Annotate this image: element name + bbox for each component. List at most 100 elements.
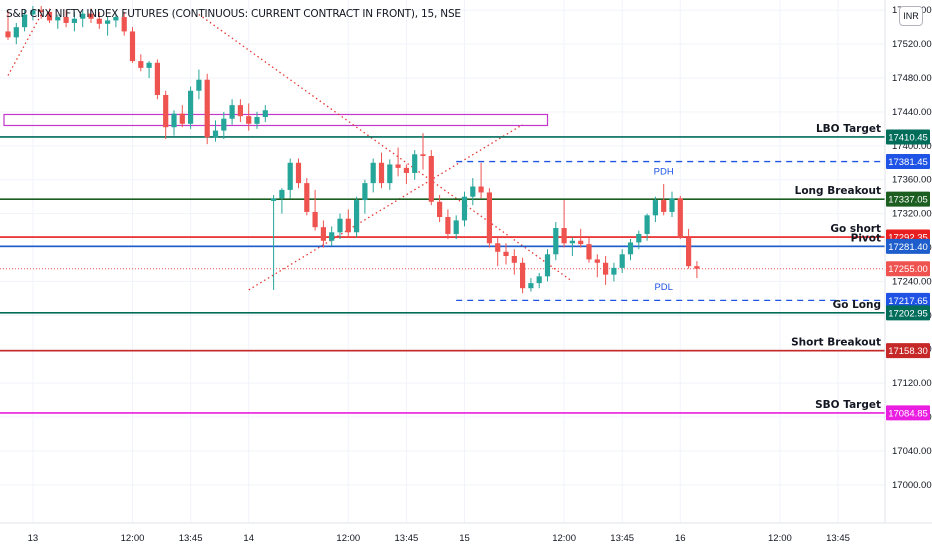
time-tick-label: 16 xyxy=(675,533,686,544)
candle-body xyxy=(262,110,268,118)
candle-body xyxy=(644,215,650,234)
price-tick-label: 17320.00 xyxy=(892,209,932,220)
candle-body xyxy=(146,62,152,68)
price-badge-label: 17084.85 xyxy=(888,408,928,419)
level-name-label: SBO Target xyxy=(815,399,881,411)
candle-body xyxy=(586,244,592,260)
currency-badge[interactable]: INR xyxy=(899,6,923,26)
price-badge-label: 17410.45 xyxy=(888,132,928,143)
candle-body xyxy=(661,200,667,212)
level-name-label: LBO Target xyxy=(816,123,881,135)
trendline xyxy=(198,13,573,282)
candle-body xyxy=(5,31,11,38)
candle-body xyxy=(105,20,111,24)
candle-body xyxy=(22,14,28,28)
candle-body xyxy=(578,240,584,245)
candle-body xyxy=(163,94,169,128)
candle-body xyxy=(511,256,517,263)
price-badge-label: 17158.30 xyxy=(888,346,928,357)
candle-body xyxy=(503,251,509,256)
candle-body xyxy=(495,243,501,252)
price-badge-label: 17337.05 xyxy=(888,195,928,206)
candle-body xyxy=(362,183,368,201)
candle-body xyxy=(13,27,19,38)
level-name-label: Pivot xyxy=(851,232,881,244)
candle-body xyxy=(536,276,542,284)
time-tick-label: 13:45 xyxy=(610,533,634,544)
candle-body xyxy=(179,113,185,124)
candle-body xyxy=(254,117,260,124)
candle-body xyxy=(30,10,36,15)
candle-body xyxy=(121,17,127,32)
candle-body xyxy=(603,262,609,275)
price-badge-label: 17202.95 xyxy=(888,308,928,319)
price-badge-label: 17381.45 xyxy=(888,157,928,168)
price-badge-label: 17255.00 xyxy=(888,264,928,275)
annotation-label: PDL xyxy=(654,282,672,293)
price-tick-label: 17040.00 xyxy=(892,446,932,457)
candle-body xyxy=(470,186,476,197)
candle-body xyxy=(569,240,575,244)
level-name-label: Go Long xyxy=(833,299,881,311)
candle-body xyxy=(669,198,675,212)
price-badge xyxy=(886,238,930,254)
candle-body xyxy=(138,61,144,68)
time-tick-label: 12:00 xyxy=(768,533,792,544)
candle-body xyxy=(221,118,227,131)
candle-body xyxy=(636,233,642,243)
level-name-label: Short Breakout xyxy=(791,337,881,349)
candle-body xyxy=(329,232,335,241)
candle-body xyxy=(279,189,285,199)
candle-body xyxy=(378,162,385,184)
annotations: PDH PDL xyxy=(654,167,674,293)
price-tick-label: 17240.00 xyxy=(892,276,932,287)
price-badge xyxy=(886,305,930,321)
candle-body xyxy=(304,183,310,212)
candle-body xyxy=(437,201,443,218)
candle-body xyxy=(561,228,567,244)
candle-body xyxy=(553,228,559,255)
price-badge xyxy=(886,292,930,308)
candles xyxy=(5,6,700,294)
price-tick-label: 17000.00 xyxy=(892,480,932,491)
candle-body xyxy=(652,200,658,216)
candle-body xyxy=(478,186,484,193)
time-tick-label: 13:45 xyxy=(826,533,850,544)
price-tick-label: 17120.00 xyxy=(892,378,932,389)
candle-body xyxy=(403,167,409,173)
time-tick-label: 12:00 xyxy=(552,533,576,544)
candle-body xyxy=(520,262,526,289)
price-tick-label: 17360.00 xyxy=(892,175,932,186)
candle-body xyxy=(204,79,210,138)
candle-body xyxy=(246,116,252,124)
time-tick-label: 13:45 xyxy=(179,533,203,544)
price-tick-label: 17440.00 xyxy=(892,107,932,118)
level-name-label: Long Breakout xyxy=(795,185,881,197)
candle-body xyxy=(63,17,69,23)
candle-body xyxy=(544,254,551,277)
candle-body xyxy=(387,164,393,184)
candle-body xyxy=(453,220,459,234)
candle-body xyxy=(237,105,243,117)
lbo-zone-box xyxy=(3,113,549,127)
price-badge-label: 17292.35 xyxy=(888,233,928,244)
annotation-label: PDH xyxy=(654,167,674,178)
candle-body xyxy=(320,227,326,241)
chart-zones xyxy=(3,113,549,127)
price-badge xyxy=(886,261,930,277)
candle-body xyxy=(212,130,219,138)
candle-body xyxy=(528,283,534,289)
candle-body xyxy=(619,254,625,268)
candle-body xyxy=(395,164,401,168)
candle-body xyxy=(71,18,77,23)
price-badge xyxy=(886,405,930,421)
candle-body xyxy=(412,154,418,173)
price-axis: 17000.0017040.0017080.0017120.0017160.00… xyxy=(884,0,932,550)
candle-body xyxy=(686,237,692,267)
candle-body xyxy=(129,31,136,62)
time-tick-label: 14 xyxy=(243,533,254,544)
candle-body xyxy=(486,192,492,244)
candle-body xyxy=(370,162,376,184)
price-tick-label: 17520.00 xyxy=(892,39,932,50)
